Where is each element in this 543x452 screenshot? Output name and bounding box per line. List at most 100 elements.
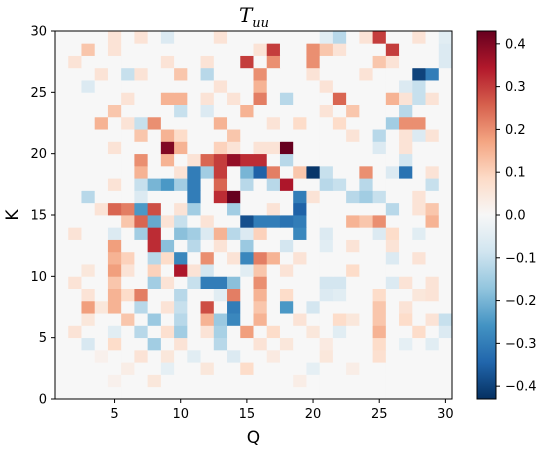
heatmap-cell bbox=[134, 374, 149, 388]
heatmap-cell bbox=[240, 67, 254, 81]
heatmap-cell bbox=[399, 43, 413, 56]
heatmap-cell bbox=[240, 300, 254, 314]
heatmap-cell bbox=[81, 141, 96, 155]
heatmap-cell bbox=[253, 215, 268, 228]
heatmap-cell bbox=[134, 141, 149, 155]
heatmap-cell bbox=[134, 129, 149, 142]
heatmap-cell bbox=[385, 337, 400, 351]
heatmap-cell bbox=[68, 337, 82, 351]
heatmap-cell bbox=[399, 104, 413, 118]
heatmap-cell bbox=[55, 141, 69, 155]
heatmap-cell bbox=[55, 92, 69, 105]
heatmap-cell bbox=[200, 300, 215, 314]
heatmap-cell bbox=[121, 178, 135, 191]
heatmap-cell bbox=[399, 276, 413, 289]
heatmap-cell bbox=[107, 239, 122, 253]
heatmap-cell bbox=[438, 165, 453, 179]
heatmap-cell bbox=[68, 80, 82, 93]
heatmap-cell bbox=[240, 386, 254, 400]
heatmap-cell bbox=[332, 116, 347, 130]
heatmap-cell bbox=[306, 215, 321, 228]
heatmap-cell bbox=[68, 227, 82, 240]
heatmap-cell bbox=[94, 325, 109, 339]
heatmap-cell bbox=[266, 178, 281, 191]
heatmap-cell bbox=[293, 313, 307, 326]
heatmap-cell bbox=[240, 178, 254, 191]
heatmap-cell bbox=[359, 153, 373, 167]
heatmap-cell bbox=[399, 239, 413, 253]
heatmap-cell bbox=[332, 67, 347, 81]
heatmap-cell bbox=[107, 55, 122, 69]
heatmap-cell bbox=[346, 239, 360, 253]
heatmap-cell bbox=[55, 386, 69, 400]
heatmap-cell bbox=[200, 80, 215, 93]
heatmap-cell bbox=[306, 190, 321, 204]
heatmap-cell bbox=[385, 288, 400, 302]
heatmap-cell bbox=[385, 55, 400, 69]
heatmap-cell bbox=[227, 288, 241, 302]
heatmap-cell bbox=[438, 116, 453, 130]
heatmap-cell bbox=[227, 325, 241, 339]
heatmap-cell bbox=[200, 386, 215, 400]
heatmap-cell bbox=[412, 362, 426, 375]
heatmap-cell bbox=[147, 92, 162, 105]
heatmap-cell bbox=[134, 362, 149, 375]
heatmap-cell bbox=[147, 251, 162, 265]
heatmap-cell bbox=[425, 141, 440, 155]
heatmap-cell bbox=[359, 104, 373, 118]
heatmap-cell bbox=[55, 55, 69, 69]
heatmap-cell bbox=[227, 55, 241, 69]
heatmap-cell bbox=[147, 374, 162, 388]
heatmap-cell bbox=[399, 288, 413, 302]
heatmap-cell bbox=[187, 386, 201, 400]
heatmap-cell bbox=[68, 116, 82, 130]
heatmap-cell bbox=[425, 116, 440, 130]
heatmap-cell bbox=[319, 313, 334, 326]
heatmap-cell bbox=[174, 202, 188, 216]
heatmap-cell bbox=[372, 141, 387, 155]
heatmap-cell bbox=[134, 251, 149, 265]
heatmap-cell bbox=[372, 178, 387, 191]
heatmap-cell bbox=[372, 153, 387, 167]
heatmap-cell bbox=[107, 141, 122, 155]
heatmap-cell bbox=[187, 239, 201, 253]
heatmap-cell bbox=[399, 264, 413, 277]
heatmap-cell bbox=[240, 288, 254, 302]
heatmap-cell bbox=[81, 43, 96, 56]
heatmap-cell bbox=[372, 129, 387, 142]
heatmap-cell bbox=[279, 31, 294, 44]
heatmap-cell bbox=[372, 55, 387, 69]
heatmap-cell bbox=[293, 337, 307, 351]
heatmap-cell bbox=[107, 251, 122, 265]
heatmap-cell bbox=[94, 67, 109, 81]
heatmap-cell bbox=[187, 313, 201, 326]
heatmap-cell bbox=[160, 92, 175, 105]
heatmap-cell bbox=[81, 190, 96, 204]
colorbar-tick-label: −0.1 bbox=[505, 251, 537, 266]
heatmap-cell bbox=[160, 374, 175, 388]
heatmap-cell bbox=[319, 374, 334, 388]
heatmap-cell bbox=[346, 374, 360, 388]
heatmap-cell bbox=[385, 141, 400, 155]
heatmap-cell bbox=[134, 116, 149, 130]
heatmap-cell bbox=[346, 92, 360, 105]
heatmap-cell bbox=[134, 67, 149, 81]
heatmap-cell bbox=[107, 313, 122, 326]
heatmap-cell bbox=[385, 325, 400, 339]
heatmap-cell bbox=[240, 190, 254, 204]
heatmap-cell bbox=[359, 386, 373, 400]
heatmap-cell bbox=[253, 337, 268, 351]
heatmap-cells bbox=[55, 31, 453, 400]
heatmap-cell bbox=[200, 141, 215, 155]
heatmap-cell bbox=[227, 337, 241, 351]
heatmap-cell bbox=[94, 55, 109, 69]
heatmap-cell bbox=[253, 349, 268, 363]
heatmap-cell bbox=[425, 43, 440, 56]
heatmap-cell bbox=[200, 325, 215, 339]
heatmap-cell bbox=[319, 215, 334, 228]
heatmap-cell bbox=[279, 215, 294, 228]
heatmap-cell bbox=[121, 55, 135, 69]
heatmap-cell bbox=[279, 43, 294, 56]
heatmap-cell bbox=[319, 31, 334, 44]
heatmap-cell bbox=[346, 251, 360, 265]
